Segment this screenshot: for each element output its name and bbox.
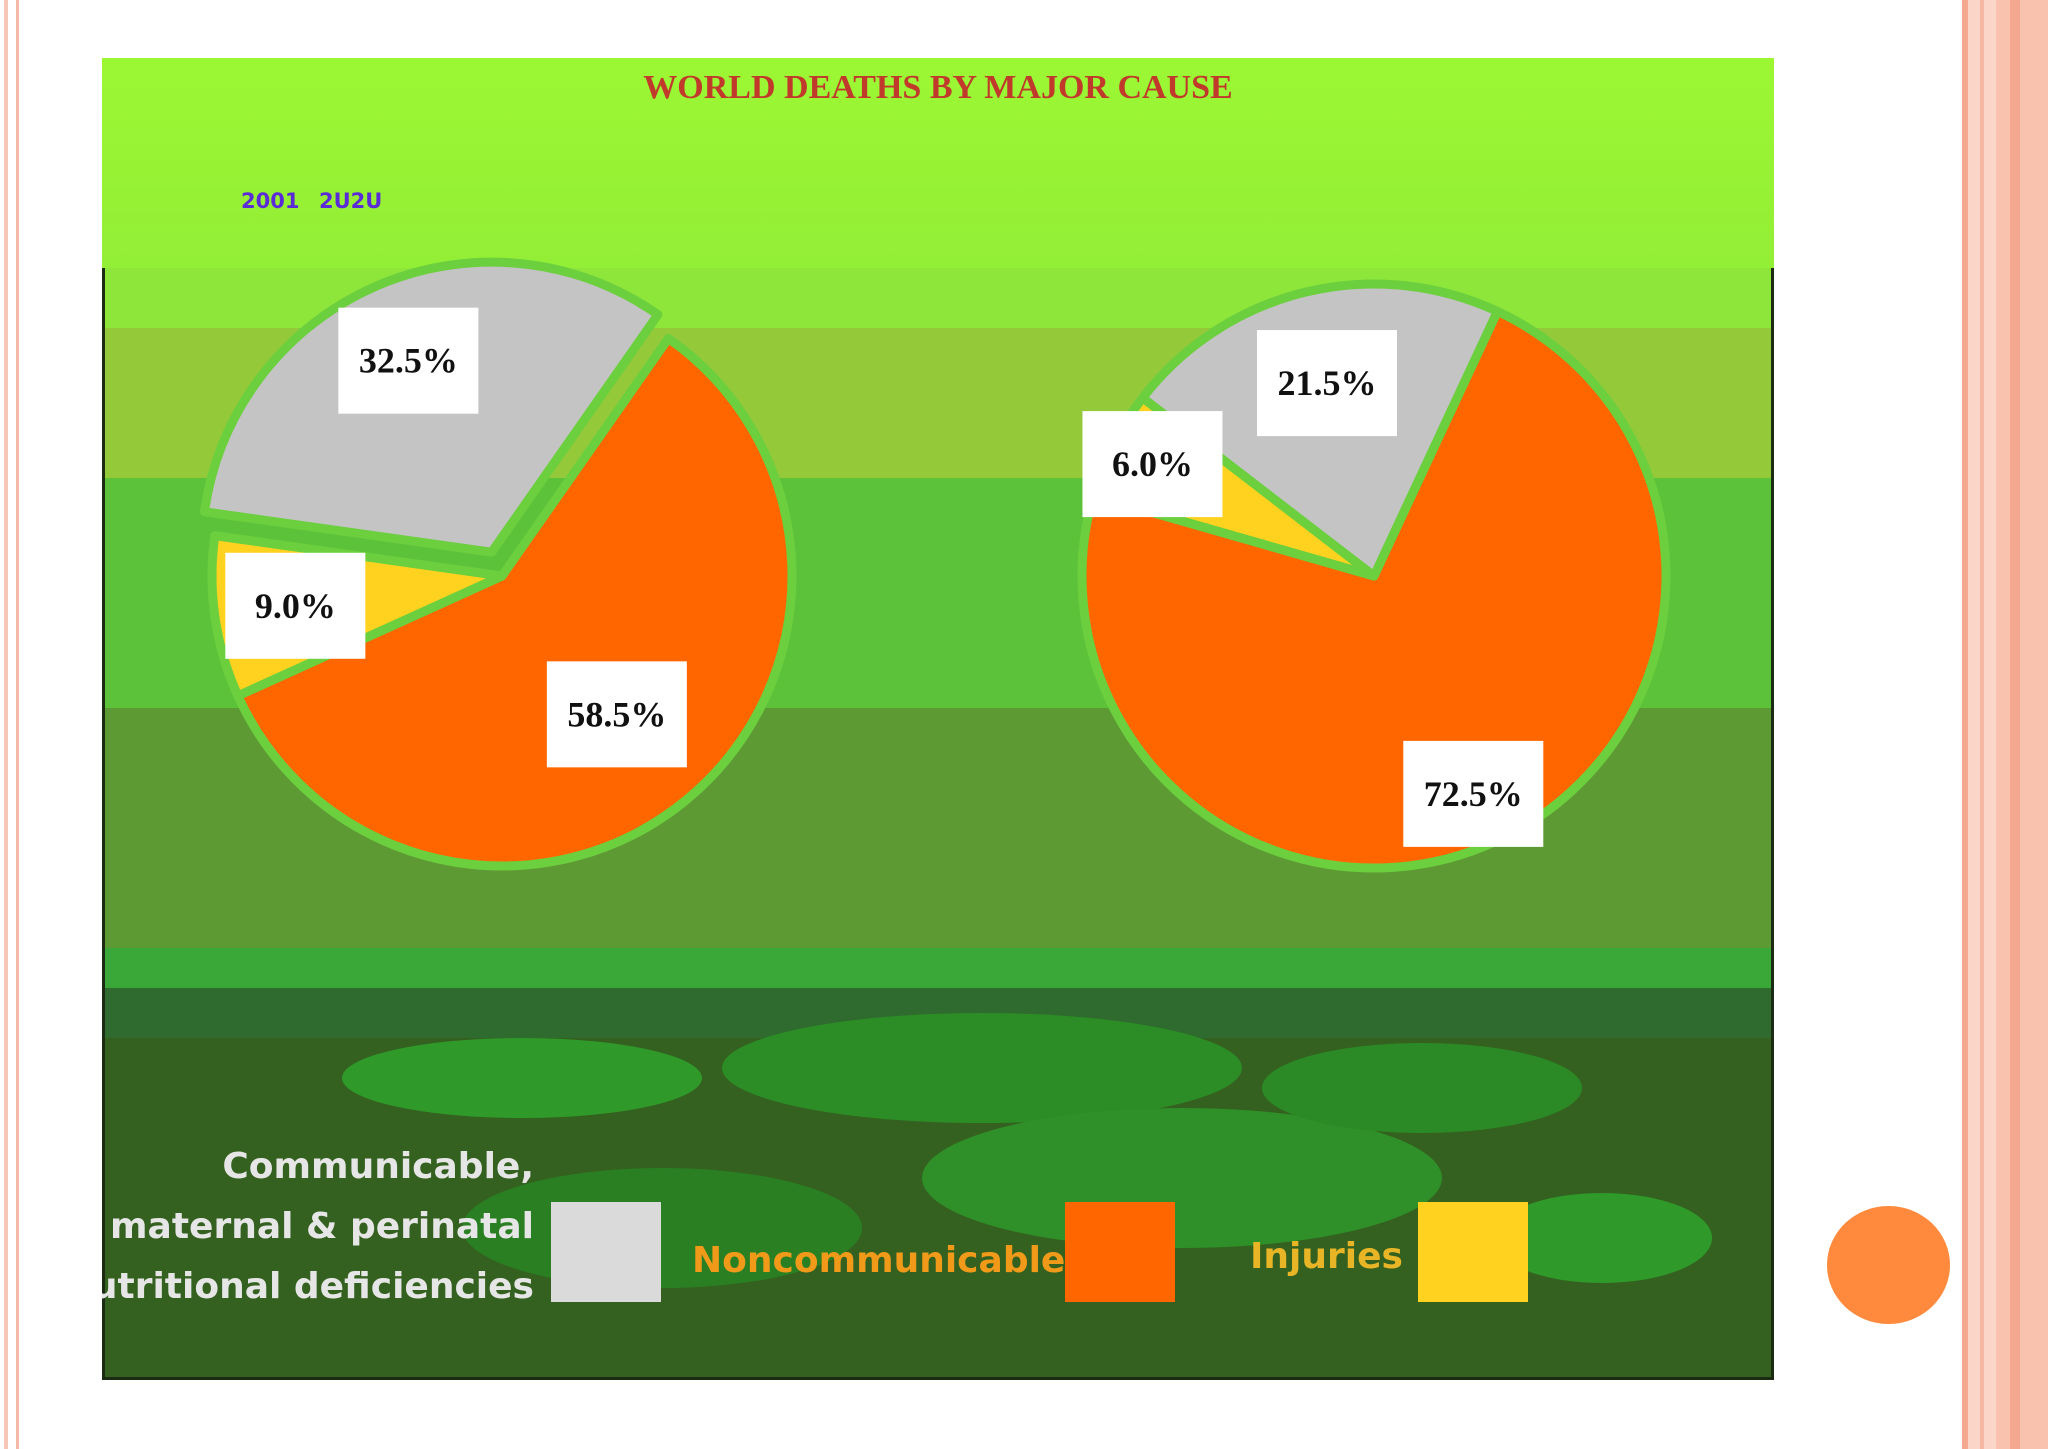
pie-2-label-box-3	[1256, 330, 1397, 437]
pie-1-label-box-2	[225, 552, 366, 659]
slide-frame-right	[1962, 0, 2048, 1449]
pie-1-data-label-3: 32.5%	[359, 341, 458, 381]
legend: Communicable, maternal & perinatal nutri…	[102, 1146, 1528, 1307]
pies-group: 58.5% 9.0% 32.5% 72.5% 6.0% 21.5%	[199, 257, 1671, 873]
chart-panel: WORLD DEATHS BY MAJOR CAUSE 2001 2U2U 58…	[102, 58, 1774, 1380]
slide-frame-left	[0, 0, 19, 1449]
pie-chart: WORLD DEATHS BY MAJOR CAUSE 2001 2U2U 58…	[102, 58, 1774, 1380]
year-label-right: 2U2U	[319, 189, 382, 213]
pie-1-label-box-1	[546, 661, 687, 768]
year-label-left: 2001	[241, 189, 299, 213]
legend-communicable-line1: Communicable,	[222, 1146, 534, 1187]
legend-swatch-injuries	[1418, 1202, 1528, 1302]
legend-noncommunicable-label: Noncommunicable	[692, 1240, 1065, 1281]
pie-2-data-label-3: 21.5%	[1277, 363, 1376, 403]
legend-swatch-noncommunicable	[1065, 1202, 1175, 1302]
chart-title: WORLD DEATHS BY MAJOR CAUSE	[643, 69, 1232, 106]
pie-1-label-box-3	[338, 307, 479, 414]
legend-communicable-line3: nutritional deficiencies	[102, 1266, 534, 1307]
pie-2-data-label-1: 72.5%	[1424, 774, 1523, 814]
legend-injuries-label: Injuries	[1250, 1236, 1403, 1277]
decorative-circle	[1827, 1206, 1950, 1324]
pie-2-data-label-2: 6.0%	[1112, 444, 1193, 484]
pie-1-data-label-2: 9.0%	[255, 586, 336, 626]
legend-communicable-line2: maternal & perinatal	[110, 1206, 534, 1247]
legend-swatch-communicable	[551, 1202, 661, 1302]
pie-2-label-box-1	[1403, 740, 1544, 847]
pie-1-data-label-1: 58.5%	[567, 694, 666, 734]
pie-2-label-box-2	[1082, 411, 1223, 518]
